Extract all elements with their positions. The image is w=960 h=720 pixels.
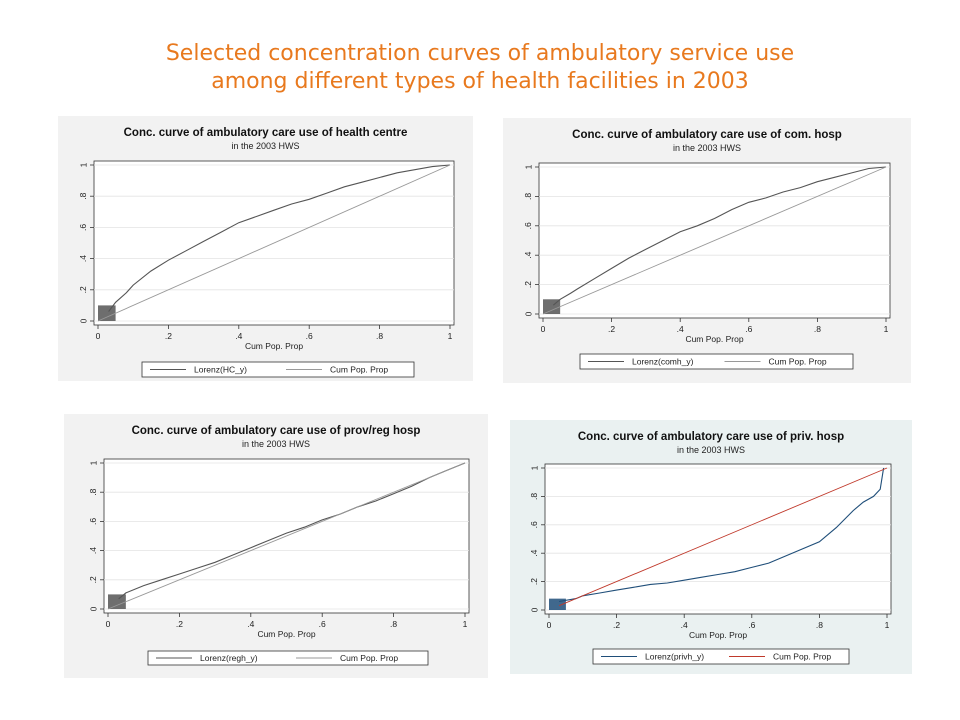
chart-panel-health-centre: Conc. curve of ambulatory care use of he…	[58, 116, 473, 381]
chart-subtitle: in the 2003 HWS	[242, 439, 310, 449]
x-tick-label: .2	[176, 619, 183, 629]
chart-subtitle: in the 2003 HWS	[231, 141, 299, 151]
x-tick-label: .8	[390, 619, 397, 629]
x-tick-label: 1	[884, 324, 889, 334]
legend: Lorenz(comh_y) Cum Pop. Prop	[579, 353, 854, 370]
x-axis-label: Cum Pop. Prop	[689, 630, 747, 640]
series-line-equality	[97, 164, 451, 322]
legend-label: Cum Pop. Prop	[773, 652, 831, 662]
chart-subtitle: in the 2003 HWS	[673, 143, 741, 153]
y-tick-label: .2	[78, 286, 88, 293]
x-tick-label: .2	[613, 620, 620, 630]
legend-label: Lorenz(privh_y)	[645, 652, 704, 662]
y-tick-label: 1	[529, 465, 539, 470]
x-tick-label: 1	[448, 331, 453, 341]
legend-label: Cum Pop. Prop	[769, 357, 827, 367]
x-tick-label: .4	[235, 331, 242, 341]
origin-cluster	[98, 305, 116, 321]
y-tick-label: .8	[88, 488, 98, 495]
chart-svg: Conc. curve of ambulatory care use of he…	[58, 116, 473, 381]
x-tick-label: .4	[247, 619, 254, 629]
x-tick-label: 0	[547, 620, 552, 630]
origin-cluster	[549, 598, 566, 610]
y-tick-label: .8	[78, 192, 88, 199]
chart-subtitle: in the 2003 HWS	[677, 445, 745, 455]
x-tick-label: 1	[885, 620, 890, 630]
y-tick-label: 0	[523, 311, 533, 316]
chart-title: Conc. curve of ambulatory care use of he…	[124, 127, 408, 139]
series-line-lorenz	[559, 467, 885, 603]
y-tick-label: 0	[88, 606, 98, 611]
y-tick-label: .2	[529, 578, 539, 585]
legend-box	[141, 361, 415, 378]
series-line-lorenz	[552, 166, 887, 306]
x-tick-label: 0	[541, 324, 546, 334]
legend-box	[147, 650, 429, 666]
y-tick-label: 1	[78, 162, 88, 167]
x-tick-label: .8	[814, 324, 821, 334]
x-tick-label: .2	[608, 324, 615, 334]
y-tick-label: .8	[529, 493, 539, 500]
x-tick-label: .8	[816, 620, 823, 630]
legend-label: Cum Pop. Prop	[340, 653, 398, 663]
x-tick-label: .2	[165, 331, 172, 341]
y-tick-label: .4	[523, 251, 533, 258]
series-line-equality	[107, 462, 466, 610]
legend: Lorenz(HC_y) Cum Pop. Prop	[141, 361, 415, 378]
y-tick-label: .6	[88, 518, 98, 525]
series-line-equality	[558, 467, 888, 607]
y-tick-label: 1	[523, 164, 533, 169]
x-axis-label: Cum Pop. Prop	[245, 341, 303, 351]
origin-cluster	[108, 594, 126, 609]
x-tick-label: .4	[677, 324, 684, 334]
legend: Lorenz(privh_y) Cum Pop. Prop	[592, 648, 850, 665]
legend-box	[592, 648, 850, 665]
legend-label: Lorenz(HC_y)	[194, 365, 247, 375]
chart-title: Conc. curve of ambulatory care use of pr…	[132, 425, 421, 437]
x-tick-label: .6	[306, 331, 313, 341]
y-tick-label: 1	[88, 460, 98, 465]
chart-title: Conc. curve of ambulatory care use of pr…	[578, 431, 844, 443]
legend-label: Lorenz(regh_y)	[200, 653, 258, 663]
slide-title-line-2: among different types of health faciliti…	[211, 69, 749, 94]
slide-title: Selected concentration curves of ambulat…	[0, 40, 960, 96]
chart-panel-com-hosp: Conc. curve of ambulatory care use of co…	[503, 118, 911, 383]
x-tick-label: 0	[96, 331, 101, 341]
y-tick-label: .4	[529, 549, 539, 556]
x-axis-label: Cum Pop. Prop	[685, 334, 743, 344]
chart-svg: Conc. curve of ambulatory care use of pr…	[510, 420, 912, 674]
y-tick-label: .2	[88, 576, 98, 583]
y-tick-label: .4	[88, 547, 98, 554]
y-tick-label: .8	[523, 193, 533, 200]
y-tick-label: .2	[523, 281, 533, 288]
legend-label: Lorenz(comh_y)	[632, 357, 694, 367]
x-tick-label: 1	[463, 619, 468, 629]
legend-label: Cum Pop. Prop	[330, 365, 388, 375]
chart-panel-priv-hosp: Conc. curve of ambulatory care use of pr…	[510, 420, 912, 674]
x-tick-label: .8	[376, 331, 383, 341]
y-tick-label: 0	[529, 607, 539, 612]
series-line-lorenz	[118, 462, 466, 600]
chart-panel-prov-reg-hosp: Conc. curve of ambulatory care use of pr…	[64, 414, 488, 678]
y-tick-label: .6	[523, 222, 533, 229]
y-tick-label: .4	[78, 255, 88, 262]
legend: Lorenz(regh_y) Cum Pop. Prop	[147, 650, 429, 666]
series-line-equality	[542, 166, 887, 315]
chart-title: Conc. curve of ambulatory care use of co…	[572, 129, 842, 141]
y-tick-label: 0	[78, 318, 88, 323]
x-tick-label: .6	[745, 324, 752, 334]
y-tick-label: .6	[529, 521, 539, 528]
x-tick-label: .4	[681, 620, 688, 630]
chart-svg: Conc. curve of ambulatory care use of co…	[503, 118, 911, 383]
x-tick-label: .6	[319, 619, 326, 629]
legend-box	[579, 353, 854, 370]
y-tick-label: .6	[78, 224, 88, 231]
series-line-lorenz	[108, 164, 451, 312]
x-tick-label: .6	[748, 620, 755, 630]
x-axis-label: Cum Pop. Prop	[257, 629, 315, 639]
slide-title-line-1: Selected concentration curves of ambulat…	[165, 41, 795, 66]
x-tick-label: 0	[106, 619, 111, 629]
chart-svg: Conc. curve of ambulatory care use of pr…	[64, 414, 488, 678]
